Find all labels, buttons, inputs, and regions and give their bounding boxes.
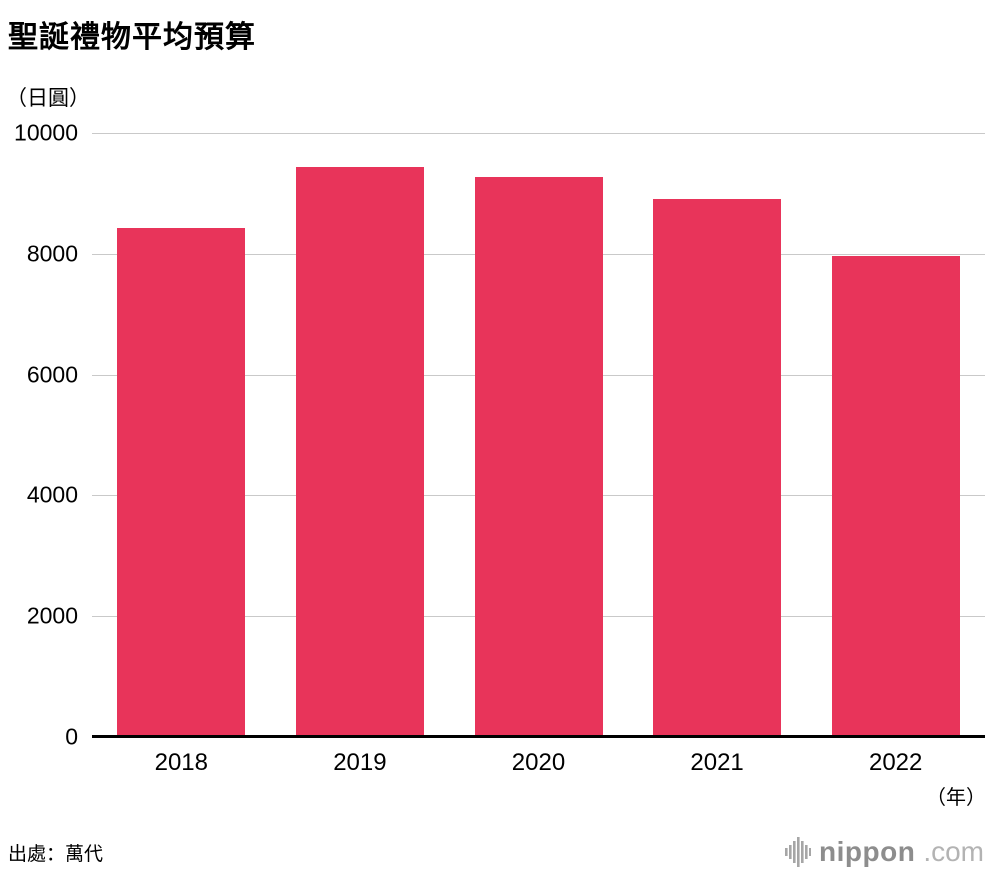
bar-2021: [653, 198, 782, 737]
chart-title: 聖誕禮物平均預算: [8, 21, 256, 54]
y-tick-label: 8000: [26, 240, 78, 267]
plot-area: 0 2000 4000 6000 8000 10000 2018 2019 2020 2021 20…: [14, 120, 985, 776]
nippon-logo: nippon .com: [785, 836, 984, 868]
bar-2022: [831, 255, 960, 737]
x-axis-unit-label: （年）: [926, 787, 986, 809]
logo-suffix: .com: [923, 836, 984, 867]
bar-2020: [474, 177, 603, 737]
gridline: [92, 133, 985, 134]
y-tick-label: 6000: [26, 361, 78, 388]
logo-text: nippon: [819, 836, 916, 867]
x-tick-label: 2021: [690, 749, 744, 776]
y-tick-label: 2000: [26, 602, 78, 629]
soundwave-icon: [785, 837, 812, 867]
y-tick-label: 10000: [14, 119, 78, 146]
bar-2019: [295, 167, 424, 737]
y-tick-label: 0: [65, 723, 78, 750]
source-label: 出處：萬代: [8, 844, 104, 865]
x-tick-label: 2018: [154, 749, 208, 776]
y-axis-unit-label: （日圓）: [6, 87, 90, 110]
x-tick-label: 2019: [333, 749, 387, 776]
x-tick-label: 2022: [868, 749, 923, 776]
x-axis-line: [92, 735, 985, 738]
y-tick-label: 4000: [26, 481, 78, 508]
bar-2018: [117, 228, 246, 737]
x-tick-label: 2020: [511, 749, 566, 776]
